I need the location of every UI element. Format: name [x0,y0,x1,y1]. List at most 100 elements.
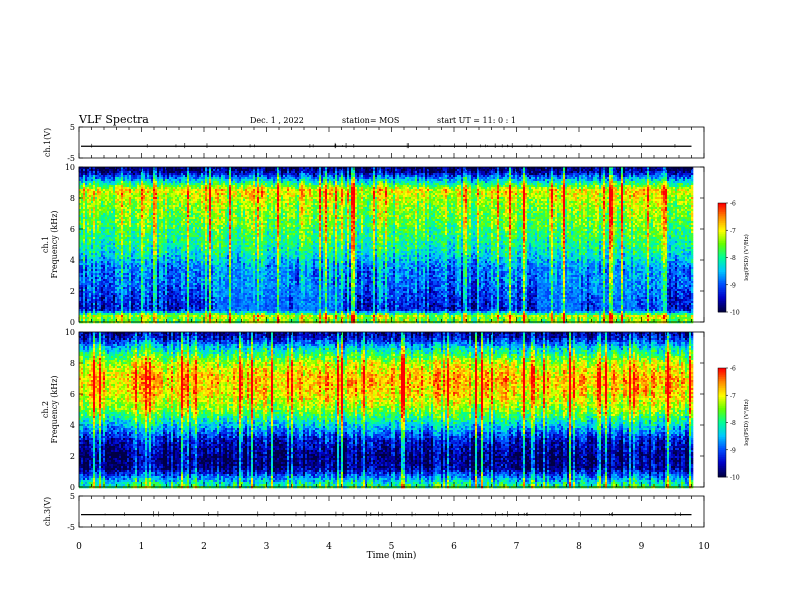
spectrogram-cell [157,251,159,253]
spectrogram-cell [197,289,199,291]
spectrogram-cell [147,253,149,255]
spectrogram-cell [147,215,149,217]
spectrogram-cell [167,175,169,177]
spectrogram-cell [167,319,169,321]
spectrogram-cell [125,223,127,225]
spectrogram-cell [187,197,189,199]
spectrogram-cell [167,221,169,223]
spectrogram-cell [127,243,129,245]
spectrogram-cell [81,179,83,181]
spectrogram-cell [183,203,185,205]
spectrogram-cell [177,299,179,301]
spectrogram-cell [115,279,117,281]
spectrogram-cell [131,311,133,313]
spectrogram-cell [97,197,99,199]
spectrogram-cell [195,289,197,291]
spectrogram-cell [107,307,109,309]
spectrogram-cell [111,237,113,239]
spectrogram-cell [105,187,107,189]
spectrogram-cell [107,317,109,319]
spectrogram-cell [139,235,141,237]
spectrogram-cell [119,209,121,211]
spectrogram-cell [89,201,91,203]
spectrogram-cell [153,239,155,241]
spectrogram-cell [173,289,175,291]
spectrogram-cell [131,185,133,187]
spectrogram-cell [143,301,145,303]
spectrogram-cell [133,187,135,189]
spectrogram-cell [139,241,141,243]
spectrogram-cell [131,179,133,181]
spectrogram-cell [169,305,171,307]
spectrogram-cell [129,263,131,265]
spectrogram-cell [173,285,175,287]
spectrogram-cell [81,275,83,277]
spectrogram-cell [139,259,141,261]
spectrogram-cell [127,313,129,315]
spectrogram-cell [151,183,153,185]
spectrogram-cell [153,235,155,237]
spectrogram-cell [113,295,115,297]
spectrogram-cell [195,181,197,183]
spectrogram-cell [157,187,159,189]
spectrogram-cell [181,175,183,177]
spectrogram-cell [107,261,109,263]
spectrogram-cell [109,251,111,253]
spectrogram-cell [141,251,143,253]
spectrogram-cell [111,211,113,213]
spectrogram-cell [201,305,203,307]
spectrogram-cell [129,213,131,215]
spectrogram-cell [177,243,179,245]
spectrogram-cell [171,197,173,199]
spectrogram-cell [149,211,151,213]
spectrogram-cell [199,207,201,209]
spectrogram-cell [201,293,203,295]
spectrogram-cell [195,281,197,283]
spectrogram-cell [141,177,143,179]
spectrogram-cell [199,259,201,261]
spectrogram-cell [103,241,105,243]
spectrogram-cell [99,231,101,233]
spectrogram-cell [181,275,183,277]
spectrogram-cell [113,197,115,199]
spectrogram-cell [163,241,165,243]
spectrogram-cell [131,271,133,273]
spectrogram-cell [123,311,125,313]
spectrogram-cell [169,291,171,293]
spectrogram-cell [99,223,101,225]
spectrogram-cell [85,173,87,175]
spectrogram-cell [93,301,95,303]
spectrogram-cell [173,177,175,179]
spectrogram-cell [133,271,135,273]
spectrogram-cell [195,277,197,279]
spectrogram-cell [183,271,185,273]
spectrogram-cell [123,253,125,255]
spectrogram-cell [145,201,147,203]
spectrogram-cell [103,273,105,275]
spectrogram-cell [165,231,167,233]
spectrogram-cell [177,297,179,299]
spectrogram-cell [95,187,97,189]
spectrogram-cell [187,219,189,221]
spectrogram-cell [191,195,193,197]
spectrogram-cell [85,241,87,243]
spectrogram-cell [193,233,195,235]
spectrogram-cell [125,245,127,247]
spectrogram-cell [139,311,141,313]
spectrogram-cell [81,191,83,193]
spectrogram-cell [185,277,187,279]
spectrogram-cell [191,197,193,199]
spectrogram-cell [93,261,95,263]
spectrogram-cell [193,195,195,197]
spectrogram-cell [133,303,135,305]
spectrogram-cell [109,269,111,271]
spectrogram-cell [195,273,197,275]
spectrogram-cell [179,211,181,213]
spectrogram-cell [91,235,93,237]
spectrogram-cell [103,197,105,199]
spectrogram-cell [193,227,195,229]
spectrogram-cell [165,223,167,225]
spectrogram-cell [93,279,95,281]
spectrogram-cell [137,299,139,301]
spectrogram-cell [101,257,103,259]
